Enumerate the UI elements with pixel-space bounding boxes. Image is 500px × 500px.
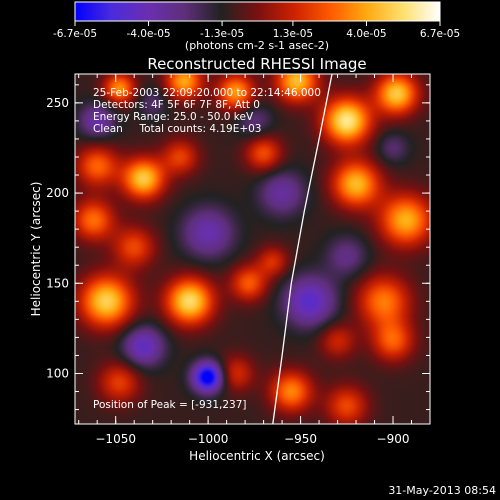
y-axis-ticks: 100 150 200 250 bbox=[46, 84, 430, 411]
info-line-counts: Clean Total counts: 4.19E+03 bbox=[93, 123, 262, 135]
chart-title: Reconstructed RHESSI Image bbox=[147, 55, 366, 73]
colorbar-tick-label: -1.3e-05 bbox=[200, 28, 244, 40]
solar-limb-curve bbox=[272, 73, 333, 425]
heatmap-image bbox=[75, 74, 430, 424]
colorbar-gradient bbox=[74, 1, 441, 22]
info-annotation: 25-Feb-2003 22:09:20.000 to 22:14:46.000… bbox=[93, 87, 321, 135]
info-line-time: 25-Feb-2003 22:09:20.000 to 22:14:46.000 bbox=[93, 87, 321, 99]
plot-area: 25-Feb-2003 22:09:20.000 to 22:14:46.000… bbox=[46, 73, 431, 446]
colorbar-label: (photons cm-2 s-1 asec-2) bbox=[185, 39, 329, 52]
colorbar-tick-label: 1.3e-05 bbox=[273, 28, 313, 40]
x-axis-label: Heliocentric X (arcsec) bbox=[189, 449, 325, 463]
peak-position-label: Position of Peak = [-931,237] bbox=[93, 399, 247, 411]
x-tick-label: −1000 bbox=[188, 432, 229, 446]
x-tick-label: −950 bbox=[284, 432, 317, 446]
colorbar-tick-label: -4.0e-05 bbox=[126, 28, 170, 40]
colorbar: -6.7e-05 -4.0e-05 -1.3e-05 1.3e-05 4.0e-05 6.… bbox=[53, 1, 460, 52]
colorbar-tick-label: 6.7e-05 bbox=[420, 28, 460, 40]
y-axis-label: Heliocentric Y (arcsec) bbox=[29, 182, 43, 317]
colorbar-tick-label: 4.0e-05 bbox=[346, 28, 386, 40]
plot-frame bbox=[74, 73, 431, 425]
footer-timestamp: 31-May-2013 08:54 bbox=[388, 484, 496, 497]
colorbar-tick-label: -6.7e-05 bbox=[53, 28, 97, 40]
y-tick-label: 250 bbox=[46, 96, 69, 110]
x-tick-label: −900 bbox=[377, 432, 410, 446]
y-tick-label: 150 bbox=[46, 276, 69, 290]
x-axis-ticks: −1050 −1000 −950 −900 bbox=[78, 74, 431, 446]
colorbar-ticks: -6.7e-05 -4.0e-05 -1.3e-05 1.3e-05 4.0e-05 6.… bbox=[53, 21, 460, 40]
info-line-energy: Energy Range: 25.0 - 50.0 keV bbox=[93, 111, 254, 123]
y-tick-label: 100 bbox=[46, 366, 69, 380]
y-tick-label: 200 bbox=[46, 186, 69, 200]
x-tick-label: −1050 bbox=[95, 432, 136, 446]
info-line-detectors: Detectors: 4F 5F 6F 7F 8F, Att 0 bbox=[93, 99, 260, 111]
